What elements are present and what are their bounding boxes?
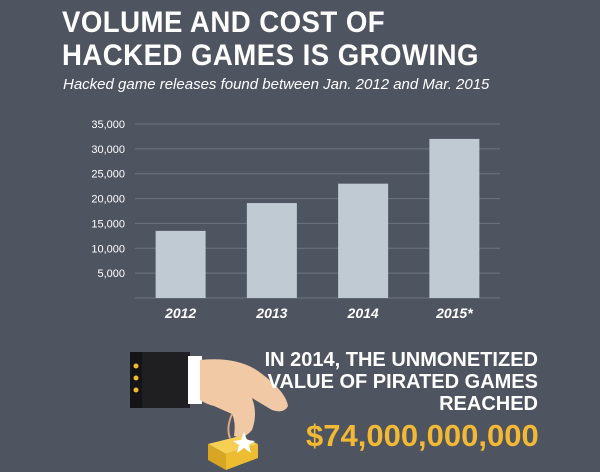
x-tick-label: 2014 (347, 305, 379, 321)
callout-amount: $74,000,000,000 (306, 418, 539, 453)
bar (429, 138, 480, 298)
hand-holding-gold-icon (130, 352, 288, 470)
title-line-2: HACKED GAMES IS GROWING (62, 39, 479, 72)
y-tick-label: 35,000 (91, 119, 125, 131)
x-tick-label: 2012 (164, 305, 196, 321)
x-tick-label: 2015* (435, 305, 473, 321)
title-line-1: VOLUME AND COST OF (62, 6, 386, 39)
y-tick-label: 15,000 (91, 218, 125, 230)
y-tick-label: 25,000 (91, 169, 125, 181)
bar (338, 183, 389, 298)
y-tick-label: 5,000 (97, 268, 125, 280)
bar (155, 230, 206, 298)
callout-line-1: IN 2014, THE UNMONETIZED (264, 349, 538, 371)
y-tick-label: 30,000 (91, 144, 125, 156)
chart-subtitle: Hacked game releases found between Jan. … (63, 76, 490, 93)
y-tick-label: 20,000 (91, 194, 125, 206)
y-tick-label: 10,000 (91, 243, 125, 255)
chart-title: VOLUME AND COST OF HACKED GAMES IS GROWI… (62, 6, 479, 72)
callout-text: IN 2014, THE UNMONETIZED VALUE OF PIRATE… (238, 349, 538, 415)
callout-line-2: VALUE OF PIRATED GAMES (267, 371, 538, 393)
bar-chart: 5,000 10,000 15,000 20,000 25,000 30,000 35,00… (91, 119, 500, 321)
bar (246, 203, 297, 298)
callout-line-3: REACHED (439, 393, 538, 415)
x-tick-label: 2013 (255, 305, 287, 321)
